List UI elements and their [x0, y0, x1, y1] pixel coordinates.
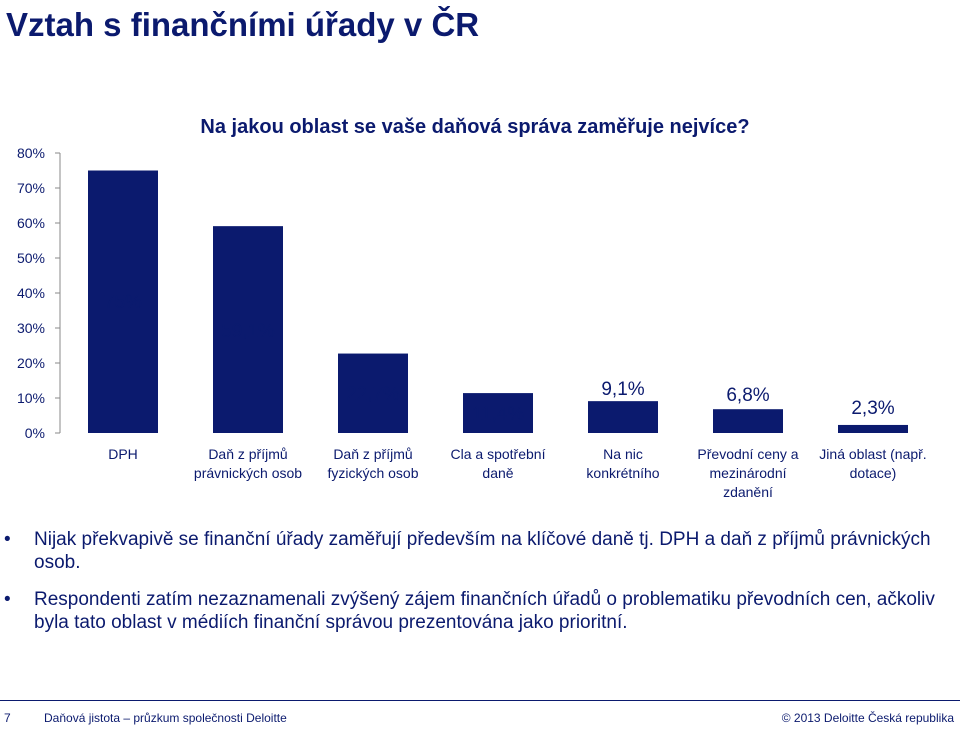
data-label: 9,1%: [601, 379, 644, 400]
bar: [838, 424, 908, 433]
category-label: Daň z příjmů fyzických osob: [327, 446, 418, 481]
category-label: Převodní ceny a mezinárodní zdanění: [697, 446, 798, 500]
bar: [588, 401, 658, 433]
bar: [463, 393, 533, 433]
slide-title: Vztah s finančními úřady v ČR: [6, 6, 480, 43]
bullet-item: Nijak překvapivě se finanční úřady zaměř…: [0, 528, 960, 574]
y-tick-label: 20%: [17, 355, 45, 371]
category-label-line: Převodní ceny a: [697, 446, 798, 462]
y-tick-label: 70%: [17, 180, 45, 196]
bullet-item: Respondenti zatím nezaznamenali zvýšený …: [0, 588, 960, 634]
data-labels: 75% 59,1% 22,7% 11,4% 9,1% 6,8% 2,3%: [104, 292, 895, 425]
bar: [713, 409, 783, 433]
data-label: 22,7%: [346, 384, 400, 405]
category-label-line: konkrétního: [586, 465, 659, 481]
category-label-line: DPH: [108, 446, 138, 462]
y-tick-label: 40%: [17, 285, 45, 301]
category-label-line: fyzických osob: [327, 465, 418, 481]
category-label-line: daně: [482, 465, 513, 481]
category-label-line: Daň z příjmů: [333, 446, 412, 462]
bar: [338, 353, 408, 433]
footer-divider: [0, 700, 960, 701]
category-label-line: právnických osob: [194, 465, 302, 481]
y-tick-label: 0%: [25, 425, 45, 441]
category-label-line: Cla a spotřební: [451, 446, 546, 462]
footer-copyright: © 2013 Deloitte Česká republika: [781, 711, 954, 725]
category-label: Cla a spotřební daně: [451, 446, 546, 481]
y-tick-label: 50%: [17, 250, 45, 266]
chart-title: Na jakou oblast se vaše daňová správa za…: [200, 116, 749, 138]
category-label-line: dotace): [850, 465, 897, 481]
data-label: 59,1%: [221, 321, 275, 342]
data-label: 2,3%: [851, 398, 894, 419]
category-label: Daň z příjmů právnických osob: [194, 446, 302, 481]
y-tick-label: 80%: [17, 145, 45, 161]
category-label: Jiná oblast (např. dotace): [819, 446, 926, 481]
y-tick-label: 60%: [17, 215, 45, 231]
data-label: 6,8%: [726, 385, 769, 406]
bars: [88, 170, 908, 433]
bar: [213, 226, 283, 433]
category-label-line: mezinárodní: [709, 465, 786, 481]
y-axis-ticks: 0% 10% 20% 30% 40% 50% 60% 70% 80%: [17, 145, 60, 441]
page-number: 7: [4, 711, 11, 725]
y-tick-label: 30%: [17, 320, 45, 336]
category-label-line: Na nic: [603, 446, 643, 462]
footer-document-title: Daňová jistota – průzkum společnosti Del…: [44, 711, 287, 725]
data-label: 11,4%: [472, 404, 525, 425]
category-label-line: Daň z příjmů: [208, 446, 287, 462]
data-label: 75%: [104, 292, 142, 313]
category-label-line: zdanění: [723, 484, 773, 500]
bar-chart: Na jakou oblast se vaše daňová správa za…: [17, 116, 927, 500]
bar: [88, 170, 158, 433]
bullet-list: Nijak překvapivě se finanční úřady zaměř…: [0, 528, 960, 648]
category-label: Na nic konkrétního: [586, 446, 659, 481]
category-label: DPH: [108, 446, 138, 462]
category-label-line: Jiná oblast (např.: [819, 446, 926, 462]
y-tick-label: 10%: [17, 390, 45, 406]
